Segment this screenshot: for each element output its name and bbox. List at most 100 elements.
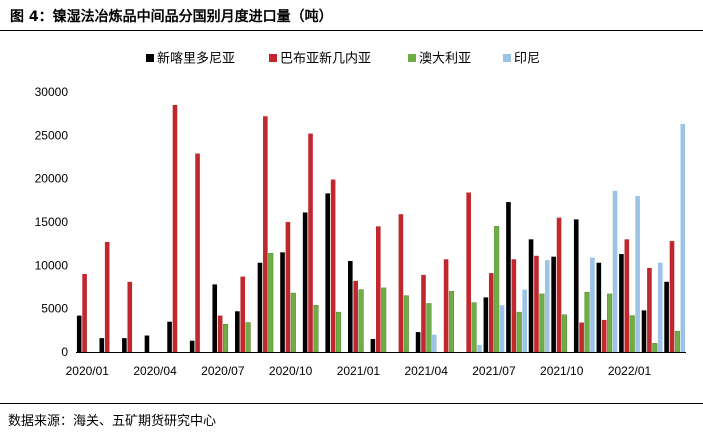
bar-1-2022-02 [641,310,647,352]
y-tick-label: 25000 [35,128,69,142]
bar-3-2020-12 [335,311,342,353]
title-divider [0,30,703,31]
bar-1-2020-04 [144,335,150,352]
y-tick-label: 10000 [35,258,69,272]
bars [76,105,686,353]
x-tick-label-2020-04: 2020/04 [133,364,177,378]
bar-3-2020-09 [268,252,274,353]
bar-1-2021-02 [370,339,376,352]
bar-3-2021-07 [494,226,500,353]
bar-4-2021-11 [590,257,595,352]
bar-2-2020-08 [240,276,246,352]
bar-4-2022-03 [680,124,686,352]
bar-2-2021-03 [398,214,404,352]
x-tick-label-2021-01: 2021/01 [337,364,381,378]
bar-2-2021-09 [534,255,539,352]
bar-1-2021-07 [483,297,489,352]
x-tick-label-2021-07: 2021/07 [472,364,516,378]
y-tick-label: 5000 [41,302,68,316]
bar-2-2020-09 [263,116,268,353]
bar-1-2020-03 [122,338,127,352]
bar-1-2021-11 [573,219,579,352]
legend-label-3: 澳大利亚 [419,51,471,66]
bar-4-2022-02 [657,262,663,352]
bar-3-2021-08 [516,311,522,353]
x-tick-label-2020-01: 2020/01 [66,364,110,378]
bar-3-2021-04 [426,303,432,353]
source-note: 数据来源：海关、五矿期货研究中心 [8,414,217,429]
bar-1-2021-04 [415,332,421,352]
x-tick-label-2022-01: 2022/01 [608,364,652,378]
bar-1-2021-12 [596,262,602,352]
x-axis: 2020/01 2020/04 2020/07 2020/10 2021/01 2021/… [66,352,686,378]
bar-4-2021-04 [431,334,437,352]
bar-2-2020-02 [104,241,110,352]
bar-2-2021-04 [421,274,426,352]
bar-1-2022-03 [664,281,669,352]
bar-1-2021-09 [528,239,534,352]
bar-3-2021-03 [403,295,409,353]
bar-3-2022-01 [629,315,635,353]
bar-3-2022-03 [674,330,680,353]
bar-4-2022-01 [635,196,640,352]
y-axis: 0 5000 10000 15000 20000 25000 30000 [35,85,69,359]
bar-3-2022-02 [652,343,658,353]
bar-1-2020-06 [189,340,195,352]
legend-swatch-1 [146,54,154,62]
bar-1-2021-01 [348,261,353,352]
bar-3-2021-05 [448,291,455,353]
bar-1-2020-11 [302,212,308,352]
bar-3-2020-08 [245,322,251,353]
bar-2-2021-01 [353,280,359,352]
bar-2-2020-05 [172,105,178,352]
bar-4-2021-08 [522,289,527,352]
x-tick-label-2021-10: 2021/10 [540,364,584,378]
bar-2-2021-12 [601,319,607,352]
bar-4-2021-07 [499,305,505,352]
bar-4-2021-12 [612,190,618,352]
y-tick-label: 0 [61,345,68,359]
legend-swatch-4 [503,54,511,62]
bar-4-2021-06 [477,345,482,352]
bar-1-2021-10 [551,256,556,352]
bar-1-2020-12 [325,193,331,352]
y-tick-label: 30000 [35,85,69,99]
bar-3-2021-11 [584,291,590,353]
x-tick-label-2020-07: 2020/07 [201,364,245,378]
bar-2-2020-07 [217,315,223,352]
bar-2-2022-03 [669,241,675,352]
bar-2-2022-02 [647,267,652,352]
bar-3-2021-01 [358,289,364,353]
bar-3-2021-12 [607,293,613,353]
bar-2-2021-05 [443,259,449,352]
y-tick-label: 15000 [35,215,69,229]
bar-2-2020-12 [330,179,336,352]
legend-label-1: 新喀里多尼亚 [157,51,235,66]
bar-2-2021-11 [579,322,584,352]
bar-1-2020-10 [280,252,285,352]
bar-1-2020-05 [167,321,172,352]
bar-2-2021-06 [466,192,471,352]
bar-1-2020-08 [235,311,240,352]
bar-1-2020-07 [212,284,218,352]
bar-2-2021-08 [511,259,517,352]
legend-swatch-2 [269,54,277,62]
bar-3-2021-02 [381,287,387,353]
bar-2-2020-03 [127,281,133,352]
bar-2-2021-07 [488,273,494,352]
bar-3-2021-10 [561,314,567,353]
legend: 新喀里多尼亚 巴布亚新几内亚 澳大利亚 印尼 [146,51,540,66]
bar-2-2021-02 [376,226,381,352]
bar-1-2021-08 [506,202,511,352]
legend-label-2: 巴布亚新几内亚 [280,51,371,66]
source-divider [0,403,703,404]
bar-3-2021-06 [471,302,477,353]
bar-4-2021-09 [544,260,550,352]
legend-label-4: 印尼 [514,51,540,66]
bar-2-2020-11 [308,133,313,352]
bar-1-2020-09 [257,262,263,352]
bar-2-2020-01 [82,274,87,352]
bar-3-2020-10 [290,292,296,353]
bar-1-2020-01 [76,315,82,352]
